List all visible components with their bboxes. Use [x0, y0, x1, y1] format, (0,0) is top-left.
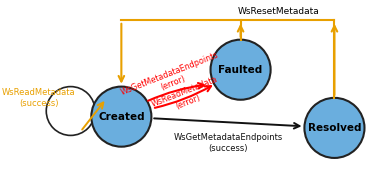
Circle shape	[304, 98, 365, 158]
Text: Faulted: Faulted	[218, 65, 263, 75]
Text: WsGetMetadataEndpoints
(success): WsGetMetadataEndpoints (success)	[173, 133, 282, 153]
Circle shape	[91, 87, 151, 147]
Text: WsGetMetadataEndpoints
(error): WsGetMetadataEndpoints (error)	[119, 50, 224, 106]
Text: WsReadMetadata
(success): WsReadMetadata (success)	[2, 88, 76, 108]
Text: WsResetMetadata: WsResetMetadata	[237, 7, 319, 16]
Text: WsReadMetadata
(error): WsReadMetadata (error)	[150, 75, 223, 119]
Text: Created: Created	[98, 112, 145, 122]
Circle shape	[211, 40, 270, 100]
Text: Resolved: Resolved	[308, 123, 361, 133]
